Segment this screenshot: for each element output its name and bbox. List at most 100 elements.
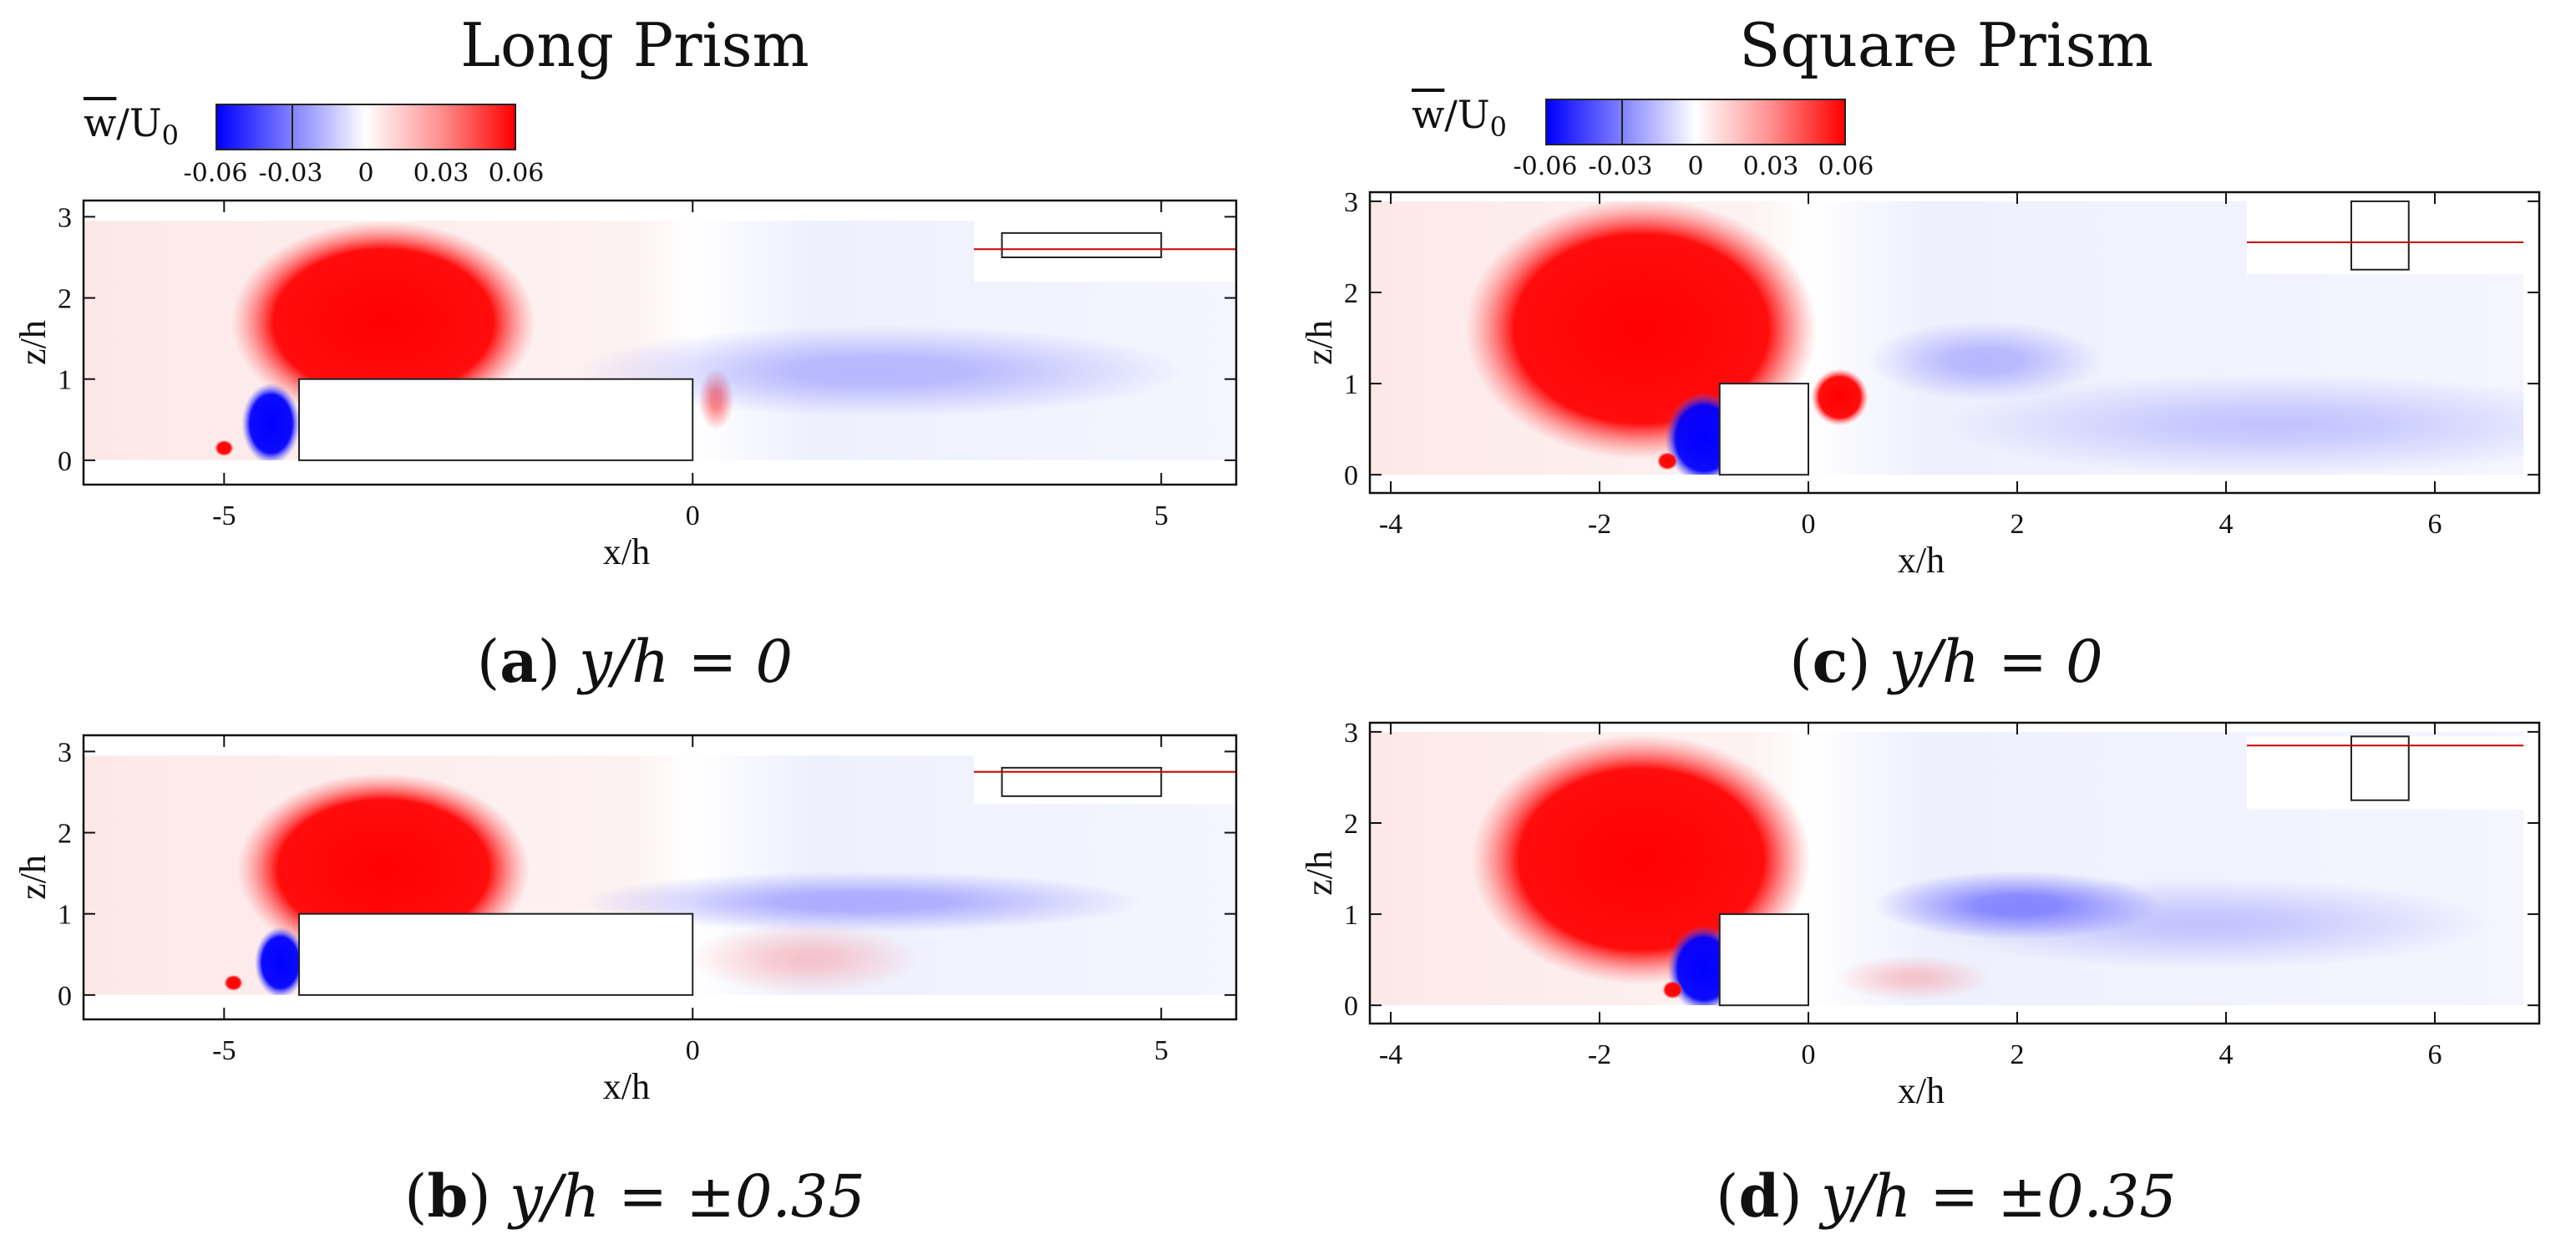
caption-c: (c) y/h = 0 bbox=[1789, 627, 2103, 696]
x-tick-label: 6 bbox=[2428, 509, 2442, 540]
y-tick-label: 3 bbox=[1344, 718, 1358, 749]
caption-a: (a) y/h = 0 bbox=[476, 627, 794, 696]
x-tick-label: 2 bbox=[2011, 1039, 2025, 1070]
panel-c-heatmap: -4 -2 0 2 4 6 0 1 2 3 x/h z/h bbox=[1303, 187, 2541, 581]
axes-frame bbox=[1368, 721, 2541, 1025]
x-tick-label: -4 bbox=[1379, 1039, 1402, 1070]
y-axis-label: z/h bbox=[1303, 851, 1340, 896]
vortex-positive bbox=[1662, 980, 1683, 999]
colorbar-tick: 0.03 bbox=[1742, 152, 1799, 181]
y-tick-label: 0 bbox=[1344, 991, 1358, 1022]
x-tick-label: -2 bbox=[1588, 1039, 1611, 1070]
colorbar-ticks-left: -0.06 -0.03 0 0.03 0.06 bbox=[184, 159, 545, 192]
y-tick-label: 3 bbox=[58, 737, 72, 768]
colorbar-marker bbox=[292, 105, 293, 149]
colorbar-tick: -0.03 bbox=[1588, 152, 1653, 181]
panel-b-heatmap: -5 0 5 0 1 2 3 x/h z/h bbox=[17, 734, 1238, 1107]
inset-background bbox=[2247, 201, 2524, 275]
panel-a-heatmap: -5 0 5 0 1 2 3 x/h z/h bbox=[17, 199, 1238, 572]
x-axis-label: x/h bbox=[1898, 1070, 1945, 1111]
colorbar-right bbox=[1545, 99, 1846, 145]
x-tick-label: 5 bbox=[1154, 1035, 1169, 1066]
vortex-positive bbox=[687, 922, 923, 994]
colorbar-tick: 0 bbox=[1687, 152, 1704, 181]
vortex-positive bbox=[1656, 451, 1678, 470]
vortex-positive bbox=[224, 974, 243, 991]
colorbar-label-right: w/U0 bbox=[1412, 92, 1507, 143]
x-axis-label: x/h bbox=[603, 531, 650, 572]
inset-background bbox=[2247, 736, 2524, 810]
x-tick-label: 0 bbox=[1802, 509, 1816, 540]
y-tick-label: 1 bbox=[1344, 900, 1358, 931]
prism bbox=[1718, 383, 1809, 476]
colorbar-ticks-right: -0.06 -0.03 0 0.03 0.06 bbox=[1514, 152, 1874, 185]
inset-prism bbox=[1001, 231, 1163, 258]
colorbar-tick: 0.06 bbox=[488, 159, 545, 188]
vortex-negative bbox=[241, 383, 301, 460]
y-axis-label: z/h bbox=[17, 320, 53, 365]
y-tick-label: 0 bbox=[58, 981, 72, 1012]
x-tick-label: 6 bbox=[2428, 1039, 2442, 1070]
caption-d: (d) y/h = ±0.35 bbox=[1716, 1161, 2177, 1231]
inset-prism bbox=[1001, 766, 1163, 797]
x-tick-label: 0 bbox=[686, 500, 700, 531]
y-tick-label: 0 bbox=[1344, 460, 1358, 491]
x-tick-label: 4 bbox=[2219, 509, 2234, 540]
vortex-negative bbox=[580, 871, 1143, 932]
colorbar-left bbox=[216, 104, 516, 150]
y-tick-label: 2 bbox=[58, 819, 72, 850]
vortex-negative bbox=[576, 325, 1185, 417]
vortex-negative bbox=[1939, 373, 2524, 475]
y-tick-label: 3 bbox=[1344, 187, 1358, 218]
colorbar-tick: -0.03 bbox=[258, 159, 323, 188]
axes-frame bbox=[82, 199, 1238, 486]
axes-frame bbox=[1368, 191, 2541, 495]
y-tick-label: 1 bbox=[58, 900, 72, 931]
colorbar-label-sub: 0 bbox=[1489, 111, 1507, 143]
panel-d-heatmap: -4 -2 0 2 4 6 0 1 2 3 x/h z/h bbox=[1303, 718, 2541, 1111]
prism bbox=[1718, 913, 1809, 1007]
colorbar-tick: -0.06 bbox=[183, 159, 248, 188]
colorbar-label-sub: 0 bbox=[161, 119, 179, 151]
y-tick-label: 0 bbox=[58, 446, 72, 477]
colorbar-label-slash: /U bbox=[116, 100, 162, 145]
colorbar-tick: 0 bbox=[357, 159, 374, 188]
y-tick-label: 1 bbox=[58, 365, 72, 396]
x-tick-label: -4 bbox=[1379, 509, 1402, 540]
y-tick-label: 2 bbox=[58, 284, 72, 315]
x-tick-label: 0 bbox=[686, 1035, 700, 1066]
colorbar-tick: 0.03 bbox=[413, 159, 469, 188]
x-tick-label: -5 bbox=[212, 500, 236, 531]
title-square-prism: Square Prism bbox=[1739, 10, 2153, 80]
y-tick-label: 2 bbox=[1344, 809, 1358, 840]
colorbar-label-slash: /U bbox=[1444, 92, 1490, 137]
caption-b: (b) y/h = ±0.35 bbox=[404, 1161, 865, 1231]
vortex-negative bbox=[254, 927, 307, 995]
vortex-positive bbox=[1811, 368, 1869, 426]
prism bbox=[298, 378, 694, 461]
axes-frame bbox=[82, 734, 1238, 1021]
vortex-positive bbox=[215, 439, 234, 456]
x-tick-label: 4 bbox=[2219, 1039, 2234, 1070]
prism bbox=[298, 912, 694, 996]
x-axis-label: x/h bbox=[603, 1066, 650, 1107]
colorbar-marker bbox=[1621, 100, 1623, 144]
x-tick-label: 5 bbox=[1154, 500, 1169, 531]
inset-prism bbox=[2350, 200, 2410, 271]
x-tick-label: 0 bbox=[1802, 1039, 1816, 1070]
title-long-prism: Long Prism bbox=[460, 10, 809, 80]
colorbar-tick: 0.06 bbox=[1818, 152, 1874, 181]
colorbar-label-w: w bbox=[1412, 92, 1445, 137]
y-axis-label: z/h bbox=[1303, 320, 1340, 365]
vortex-negative bbox=[1868, 321, 2104, 401]
colorbar-label-w: w bbox=[84, 100, 117, 145]
y-tick-label: 3 bbox=[58, 202, 72, 233]
vortex-negative bbox=[1918, 877, 2492, 969]
inset-prism bbox=[2350, 735, 2410, 801]
x-tick-label: -5 bbox=[212, 1035, 236, 1066]
vortex-positive bbox=[231, 221, 536, 424]
y-axis-label: z/h bbox=[17, 855, 53, 900]
colorbar-tick: -0.06 bbox=[1513, 152, 1578, 181]
vortex-positive bbox=[1834, 955, 1991, 1001]
x-tick-label: 2 bbox=[2011, 509, 2025, 540]
